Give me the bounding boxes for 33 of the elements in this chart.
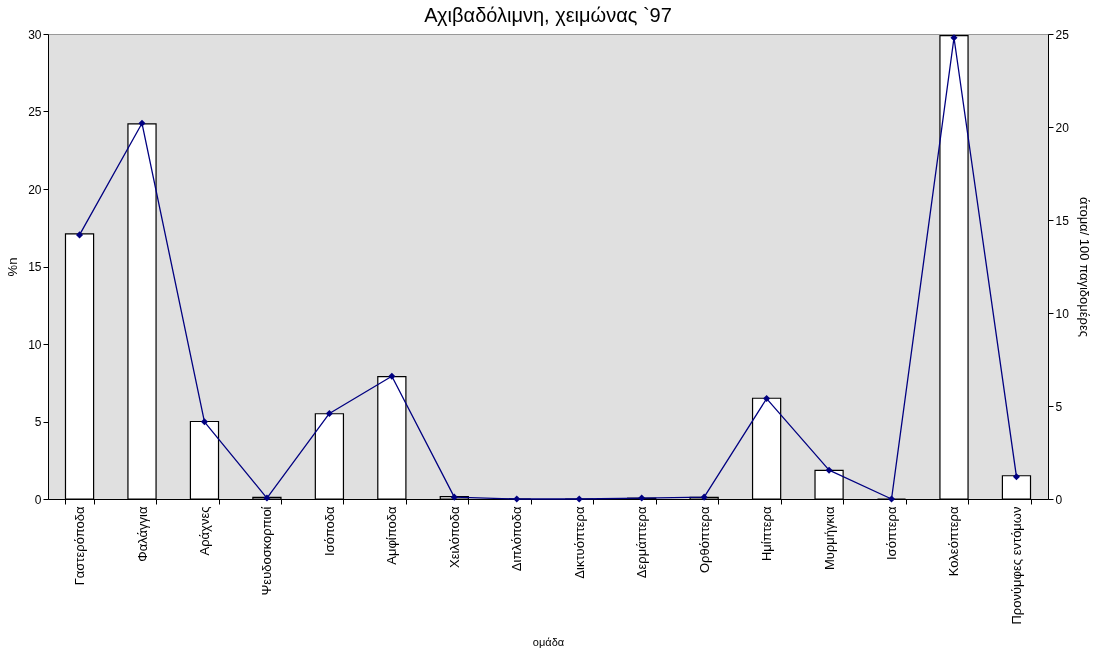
y-tick-label: 0	[34, 492, 42, 507]
x-tick-label: Διπλόποδα	[509, 506, 525, 572]
y2-tick-label: 15	[1055, 213, 1070, 228]
y-tick-label: 25	[28, 105, 42, 119]
y2-tick-label: 25	[1055, 27, 1070, 42]
y2-axis-title: άτομα/ 100 παγιδομέρες	[1076, 196, 1092, 338]
x-tick-label: Δικτυόπτερα	[571, 506, 587, 579]
y2-tick-label: 0	[1055, 492, 1063, 507]
x-tick-label: Κολεόπτερα	[946, 506, 962, 577]
x-tick-label: Ημίπτερα	[759, 506, 775, 562]
x-tick-label: Αμφίποδα	[384, 506, 400, 565]
y-tick-label: 30	[28, 27, 42, 42]
x-tick-label: Μυρμήγκια	[821, 506, 837, 570]
x-tick-label: Χειλόποδα	[446, 506, 462, 568]
y-tick-label: 15	[28, 260, 42, 274]
x-tick-label: Προνύμφες εντόμων	[1008, 506, 1024, 625]
y-axis-title: %n	[5, 257, 21, 277]
chart-title: Αχιβαδόλιμνη, χειμώνας `97	[424, 4, 672, 26]
x-tick-label: Ισόποδα	[321, 506, 337, 556]
y-tick-label: 20	[28, 182, 42, 197]
x-tick-label: Ψευδοσκορπιοί	[259, 506, 275, 596]
y2-tick-label: 10	[1055, 306, 1070, 321]
x-tick-label: Ορθόπτερα	[696, 506, 712, 574]
y2-tick-label: 20	[1055, 120, 1070, 135]
y-tick-label: 10	[28, 337, 42, 352]
y2-tick-label: 5	[1055, 399, 1063, 414]
x-tick-label: Γαστερόποδα	[72, 506, 88, 586]
x-tick-label: Ισόπτερα	[884, 506, 900, 560]
x-tick-label: Αράχνες	[196, 506, 212, 556]
y-tick-label: 5	[34, 415, 42, 429]
x-axis-title: ομάδα	[532, 635, 565, 648]
x-tick-label: Φαλάγγια	[134, 506, 150, 562]
x-tick-label: Δερμάπτερα	[634, 506, 650, 579]
